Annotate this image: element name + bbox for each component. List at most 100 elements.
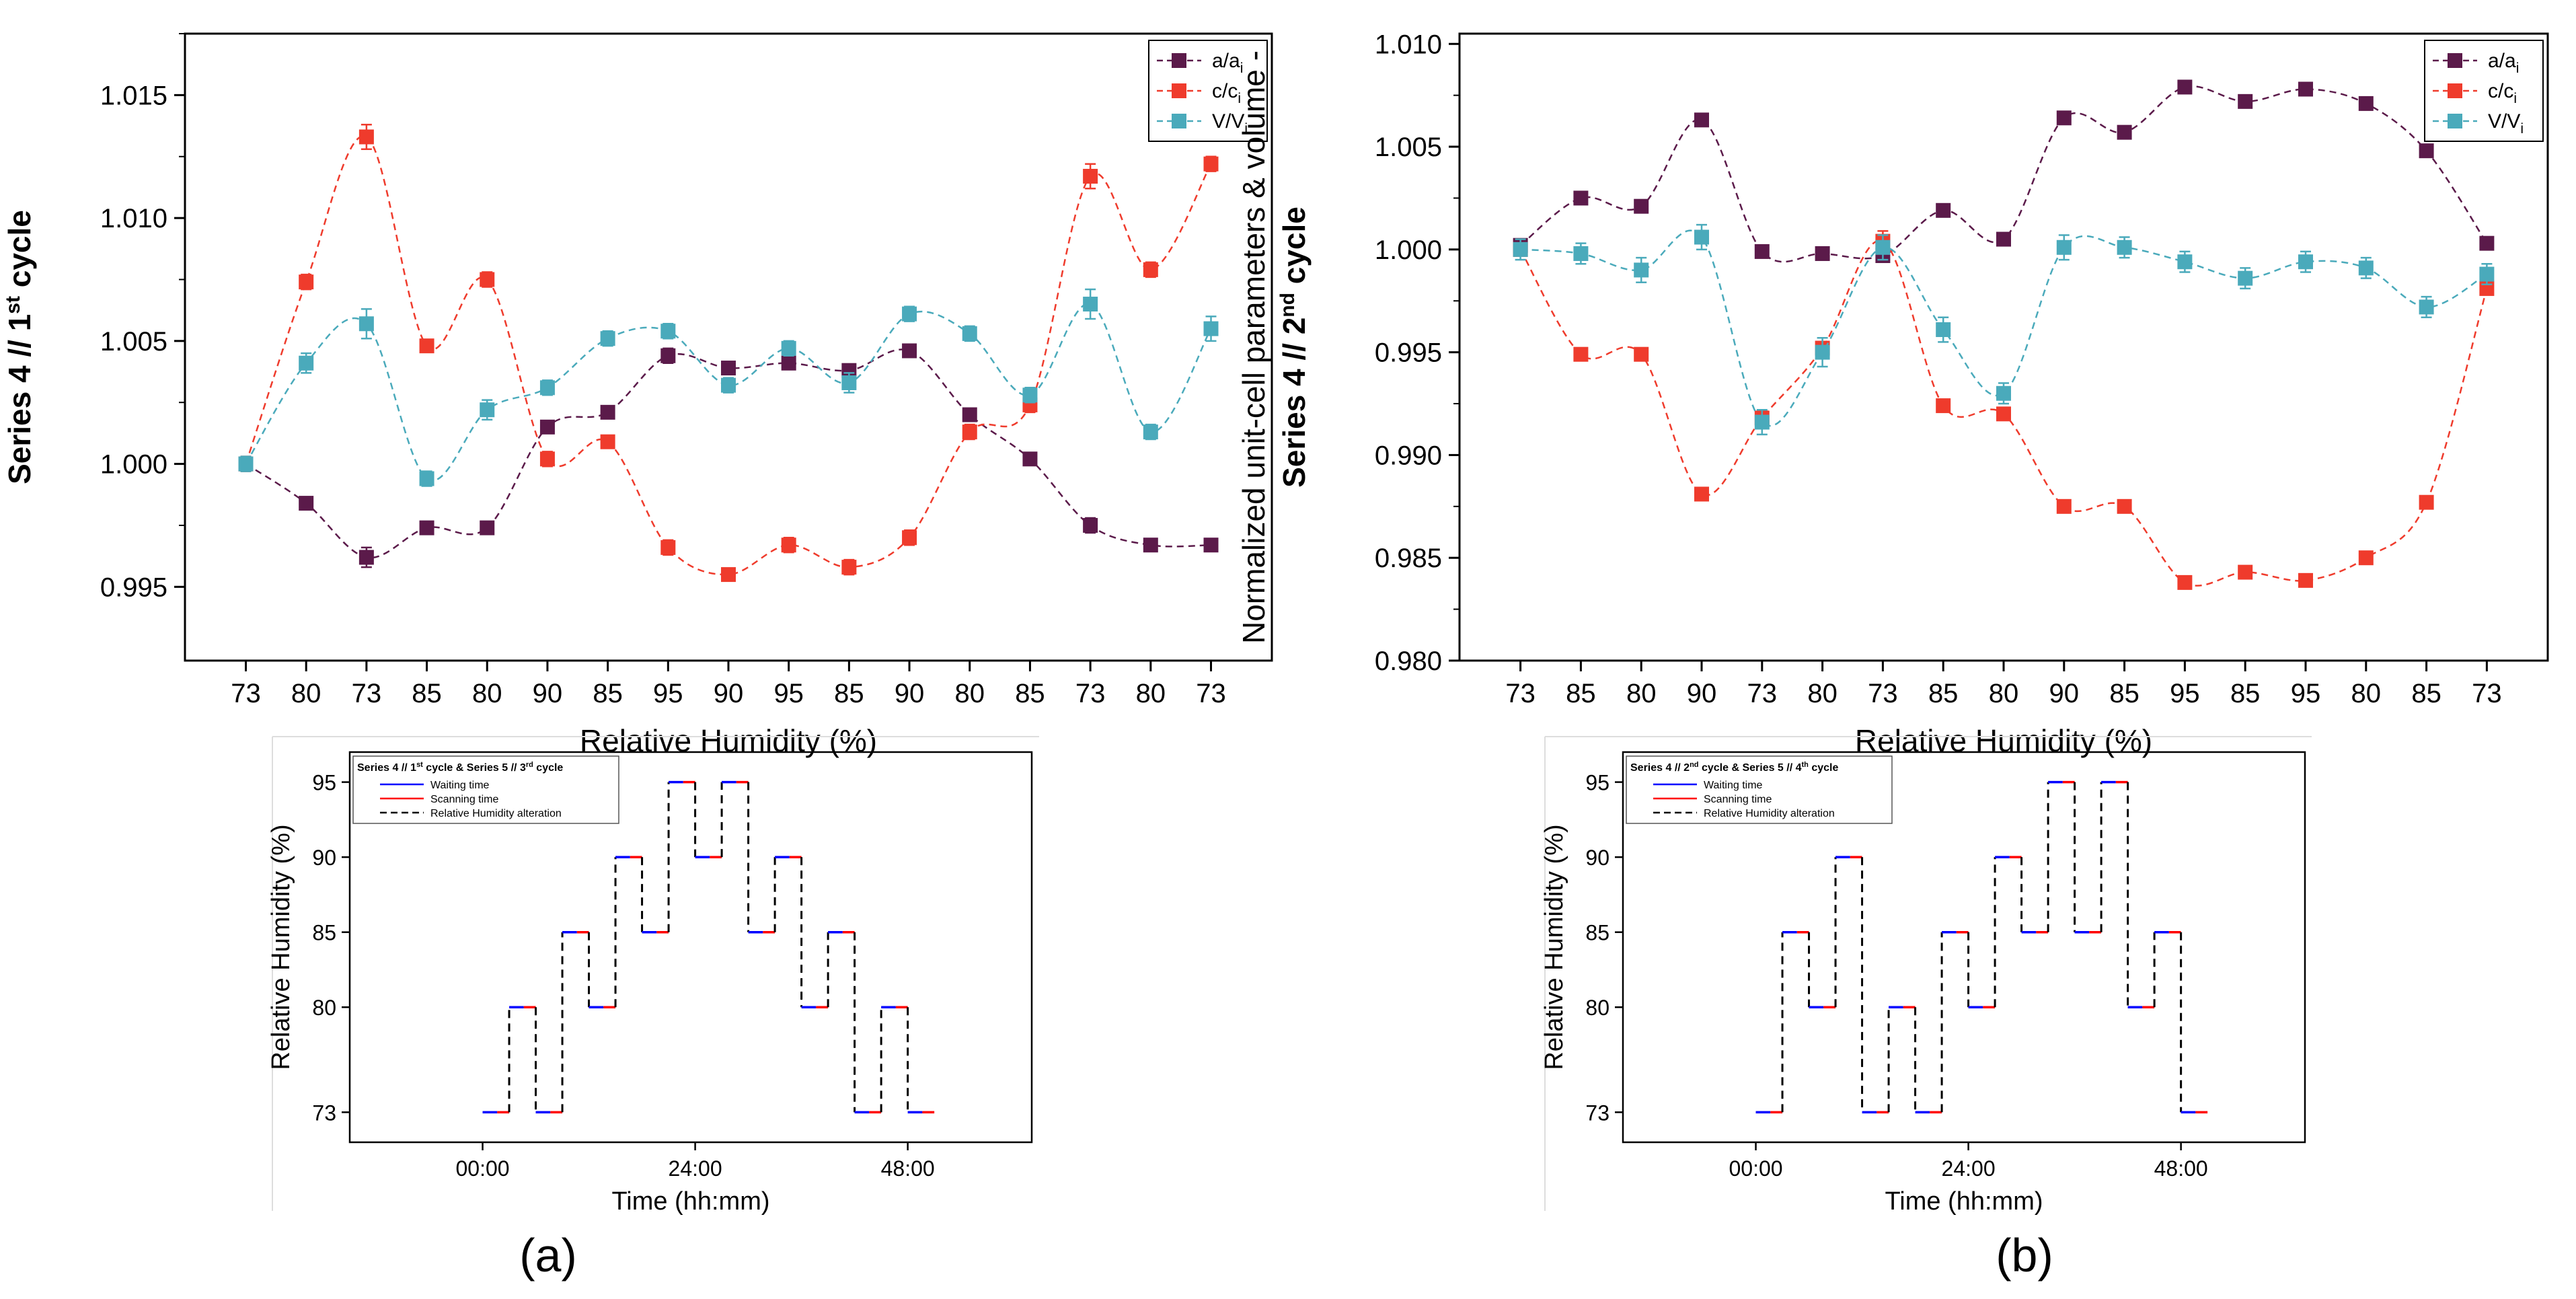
x-tick-label: 95 — [2170, 679, 2200, 708]
text-span: a/a — [1212, 50, 1240, 72]
x-tick-label: 73 — [2472, 679, 2502, 708]
data-point — [902, 343, 917, 359]
legend: a/aic/ciV/Vi — [1148, 40, 1268, 142]
x-tick-label: 73 — [1075, 679, 1106, 708]
text-span: st — [416, 761, 423, 769]
legend-title: Series 4 // 2nd cycle & Series 5 // 4th … — [1630, 761, 1838, 774]
x-tick-label: 24:00 — [1942, 1156, 1996, 1181]
text-span: st — [2, 296, 24, 314]
series-line — [245, 348, 1211, 559]
data-point — [902, 530, 917, 546]
data-point — [1022, 387, 1038, 403]
x-tick-label: 95 — [653, 679, 683, 708]
data-point — [2238, 270, 2253, 286]
text-span: i — [1238, 91, 1241, 106]
legend-label: c/ci — [2488, 80, 2517, 106]
text-span: c/c — [2488, 80, 2513, 102]
x-tick-label: 85 — [834, 679, 864, 708]
chart-a-bottom: 73 80 85 90 95 00:00 24:00 48:00 Time (hh:mm) Rel… — [267, 736, 1039, 1216]
y-tick-label: 0.995 — [100, 572, 167, 602]
data-point — [2177, 79, 2193, 95]
legend-marker — [1172, 83, 1186, 98]
text-span: rd — [526, 761, 533, 769]
data-point — [539, 451, 555, 467]
data-point — [2238, 564, 2253, 580]
text-span: cycle — [2, 210, 37, 296]
x-tick-label: 85 — [2230, 679, 2261, 708]
x-tick-label: 00:00 — [1729, 1156, 1782, 1181]
text-span: cycle & Series 5 // 3 — [423, 762, 526, 774]
text-span: i — [2513, 91, 2517, 106]
text-span: th — [1802, 761, 1809, 769]
y-tick-label: 90 — [1585, 846, 1609, 870]
data-point — [2177, 574, 2193, 590]
x-tick-label: 80 — [1136, 679, 1166, 708]
series-c — [1513, 230, 2495, 590]
series-c — [238, 123, 1219, 583]
series-line — [245, 303, 1212, 482]
x-tick-label: 73 — [1747, 679, 1778, 708]
y-tick-label: 1.010 — [1375, 30, 1442, 59]
legend: Series 4 // 2nd cycle & Series 5 // 4th … — [1626, 755, 1893, 824]
x-tick-label: 73 — [1868, 679, 1898, 708]
data-point — [2177, 254, 2193, 270]
series-line — [1519, 239, 2488, 587]
data-point — [2117, 498, 2132, 514]
chart-b-bottom: 73 80 85 90 95 00:00 24:00 48:00 Time (hh:mm) Rel… — [1540, 736, 2312, 1216]
text-span: Series 4 // 2 — [1630, 762, 1690, 774]
data-point — [480, 272, 495, 287]
data-point — [962, 407, 977, 422]
y-tick-label: 0.995 — [1375, 338, 1442, 368]
data-point — [1143, 262, 1158, 277]
text-span: cycle — [533, 762, 564, 774]
legend-title: Series 4 // 1st cycle & Series 5 // 3rd … — [357, 761, 563, 774]
data-point — [660, 324, 676, 339]
data-point — [1754, 244, 1770, 259]
data-point — [480, 520, 495, 535]
y-tick-label: 95 — [1585, 771, 1609, 795]
data-point — [1996, 406, 2011, 422]
y-tick-label: 1.000 — [1375, 235, 1442, 265]
text-span: cycle — [1277, 207, 1312, 293]
data-point — [1573, 246, 1589, 261]
data-point — [1634, 262, 1649, 278]
series-a — [1513, 79, 2495, 264]
text-span: i — [2520, 121, 2524, 137]
y-tick-label: 0.980 — [1375, 646, 1442, 676]
data-point — [539, 380, 555, 396]
legend-marker — [2448, 83, 2462, 98]
text-span: Series 4 // 2 — [1277, 318, 1312, 488]
x-tick-label: 48:00 — [2154, 1156, 2208, 1181]
data-point — [2298, 254, 2313, 270]
data-point — [480, 402, 495, 418]
legend-marker — [1172, 53, 1186, 68]
data-point — [660, 348, 676, 363]
x-tick-label: 73 — [1505, 679, 1536, 708]
text-span: cycle — [1809, 762, 1839, 774]
data-point — [781, 340, 796, 356]
x-tick-label: 85 — [1928, 679, 1959, 708]
chart-b-top: 0.980 0.985 0.990 0.995 1.000 1.005 1.010 73 85 8… — [1236, 30, 2549, 758]
y-tick-label: 1.010 — [100, 204, 167, 233]
x-tick-label: 85 — [1566, 679, 1596, 708]
x-tick-label: 80 — [2351, 679, 2382, 708]
data-point — [1203, 156, 1219, 172]
data-point — [299, 274, 314, 290]
data-point — [419, 520, 434, 535]
x-tick-label: 95 — [2291, 679, 2321, 708]
y-axis-title: Relative Humidity (%) — [1540, 824, 1568, 1070]
data-point — [1936, 398, 1951, 414]
legend-label: a/ai — [1212, 50, 1243, 76]
series-v — [238, 288, 1219, 487]
legend-label-waiting: Waiting time — [1704, 780, 1763, 791]
data-point — [2056, 498, 2072, 514]
data-point — [1083, 517, 1098, 533]
x-tick-label: 85 — [593, 679, 623, 708]
data-point — [2056, 110, 2072, 126]
data-point — [2358, 260, 2374, 276]
x-tick-label: 73 — [1196, 679, 1226, 708]
text-span: V/V — [1212, 110, 1244, 133]
data-point — [2298, 572, 2313, 588]
data-point — [2479, 235, 2495, 251]
x-tick-label: 95 — [773, 679, 804, 708]
